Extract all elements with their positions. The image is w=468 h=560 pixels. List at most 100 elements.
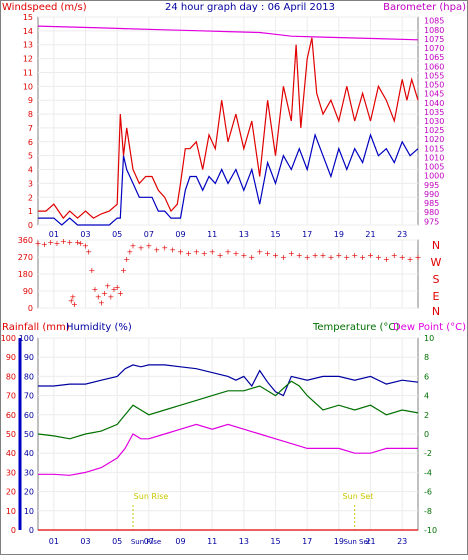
direction-point: + <box>101 289 108 298</box>
humidity-y-tick-label: 30 <box>24 468 34 477</box>
humidity-y-tick-label: 50 <box>24 430 34 439</box>
temp-y-tick-label: -6 <box>424 488 432 497</box>
wind-x-tick-label: 11 <box>207 230 217 239</box>
direction-point: + <box>98 298 105 307</box>
direction-y-tick-label: 180 <box>18 270 33 279</box>
direction-point: + <box>35 239 42 248</box>
sunset-label: Sun Set <box>343 492 374 501</box>
direction-point: + <box>367 251 374 260</box>
climate-series-line <box>37 380 419 440</box>
wind-x-tick-label: 05 <box>112 230 122 239</box>
rain-y-tick-label: 40 <box>6 449 16 458</box>
direction-point: + <box>383 255 390 264</box>
direction-point: + <box>193 247 200 256</box>
wind-y-tick-label: 11 <box>23 68 33 77</box>
baro-y-tick-label: 995 <box>424 181 439 190</box>
baro-y-tick-label: 985 <box>424 199 439 208</box>
direction-point: + <box>107 293 114 302</box>
chart-marks-layer: 0123456789101112131415975980985990995100… <box>1 13 445 546</box>
baro-y-tick-label: 1040 <box>424 99 444 108</box>
wind-x-tick-label: 07 <box>144 230 154 239</box>
temp-y-tick-label: 4 <box>424 392 429 401</box>
wind-series-line <box>38 37 419 220</box>
baro-y-tick-label: 1065 <box>424 53 444 62</box>
direction-y-tick-label: 0 <box>28 304 33 313</box>
baro-y-tick-label: 1015 <box>424 144 444 153</box>
wind-y-tick-label: 0 <box>28 221 33 230</box>
direction-point: + <box>359 253 366 262</box>
wind-x-tick-label: 03 <box>80 230 90 239</box>
temp-y-tick-label: 0 <box>424 430 429 439</box>
direction-point: + <box>288 249 295 258</box>
climate-x-tick-label: 09 <box>175 537 185 546</box>
direction-point: + <box>117 289 124 298</box>
direction-point: + <box>60 237 67 246</box>
wind-y-tick-label: 2 <box>28 193 33 202</box>
climate-x-tick-label: 13 <box>239 537 249 546</box>
baro-y-tick-label: 980 <box>424 208 439 217</box>
direction-point: + <box>233 249 240 258</box>
rain-y-tick-label: 60 <box>6 411 16 420</box>
wind-y-tick-label: 1 <box>28 207 33 216</box>
climate-x-tick-label: 17 <box>302 537 312 546</box>
humidity-y-tick-label: 10 <box>24 507 34 516</box>
sunrise-axis-label: Sun Rise <box>131 538 161 546</box>
direction-point: + <box>280 253 287 262</box>
humidity-y-tick-label: 80 <box>24 372 34 381</box>
wind-y-tick-label: 4 <box>28 166 33 175</box>
direction-point: + <box>145 242 152 251</box>
humidity-y-tick-label: 70 <box>24 392 34 401</box>
sunrise-label: Sun Rise <box>134 492 169 501</box>
climate-x-tick-label: 01 <box>49 537 59 546</box>
direction-point: + <box>375 253 382 262</box>
baro-y-tick-label: 1045 <box>424 90 444 99</box>
direction-point: + <box>225 247 232 256</box>
climate-x-tick-label: 03 <box>80 537 90 546</box>
wind-y-tick-label: 8 <box>28 110 33 119</box>
climate-x-tick-label: 07 <box>144 537 154 546</box>
direction-point: + <box>126 247 133 256</box>
direction-point: + <box>69 293 76 302</box>
direction-point: + <box>304 253 311 262</box>
direction-point: + <box>161 244 168 253</box>
direction-point: + <box>77 239 84 248</box>
temp-y-tick-label: -2 <box>424 449 432 458</box>
wind-x-tick-label: 21 <box>365 230 375 239</box>
direction-point: + <box>201 249 208 258</box>
humidity-y-tick-label: 40 <box>24 449 34 458</box>
baro-y-tick-label: 1000 <box>424 172 444 181</box>
chart-date-title: 24 hour graph day : 06 April 2013 <box>165 2 335 13</box>
baro-y-tick-label: 1005 <box>424 163 444 172</box>
direction-point: + <box>66 238 73 247</box>
baro-y-tick-label: 1060 <box>424 62 444 71</box>
direction-point: + <box>114 283 121 292</box>
temp-y-tick-label: 10 <box>424 334 434 343</box>
direction-point: + <box>177 247 184 256</box>
baro-y-tick-label: 1030 <box>424 117 444 126</box>
dewpoint-label: Dew Point (°C) <box>393 322 466 333</box>
direction-point: + <box>351 251 358 260</box>
direction-point: + <box>185 249 192 258</box>
direction-point: + <box>169 245 176 254</box>
climate-series-line <box>38 423 418 476</box>
wind-x-tick-label: 19 <box>334 230 344 239</box>
compass-letter-n-top: N <box>432 239 440 252</box>
wind-y-tick-label: 7 <box>28 124 33 133</box>
direction-y-tick-label: 360 <box>18 236 33 245</box>
direction-point: + <box>47 238 54 247</box>
wind-y-tick-label: 10 <box>23 82 33 91</box>
direction-point: + <box>335 251 342 260</box>
compass-letter-w: W <box>431 256 442 269</box>
temp-y-tick-label: -4 <box>424 468 432 477</box>
humidity-y-tick-label: 0 <box>29 526 34 535</box>
direction-point: + <box>240 251 247 260</box>
rain-y-tick-label: 90 <box>6 353 16 362</box>
wind-x-tick-label: 17 <box>302 230 312 239</box>
direction-point: + <box>272 251 279 260</box>
climate-x-tick-label: 11 <box>207 537 217 546</box>
wind-y-tick-label: 14 <box>23 27 33 36</box>
baro-y-tick-label: 1080 <box>424 26 444 35</box>
direction-point: + <box>104 281 111 290</box>
humidity-label: Humidity (%) <box>66 322 132 333</box>
compass-letter-n-bottom: N <box>432 305 440 318</box>
